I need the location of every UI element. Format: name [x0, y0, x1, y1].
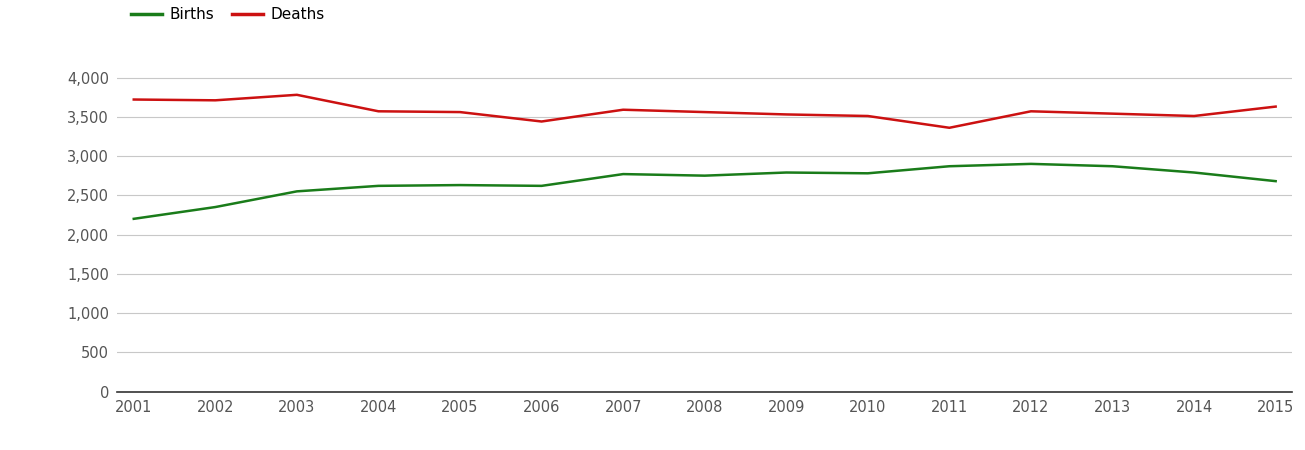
Births [942, 163, 958, 169]
Deaths [1186, 113, 1202, 119]
Deaths [616, 107, 632, 112]
Births [371, 183, 386, 189]
Deaths [127, 97, 142, 102]
Line: Births: Births [134, 164, 1276, 219]
Deaths [207, 98, 223, 103]
Births [697, 173, 713, 178]
Deaths [290, 92, 305, 98]
Births [1105, 163, 1121, 169]
Births [453, 182, 468, 188]
Line: Deaths: Deaths [134, 95, 1276, 128]
Deaths [453, 109, 468, 115]
Births [127, 216, 142, 221]
Deaths [1105, 111, 1121, 117]
Births [1268, 179, 1284, 184]
Deaths [1268, 104, 1284, 109]
Births [290, 189, 305, 194]
Births [1023, 161, 1039, 166]
Births [860, 171, 876, 176]
Births [616, 171, 632, 177]
Deaths [1023, 108, 1039, 114]
Deaths [697, 109, 713, 115]
Births [779, 170, 795, 175]
Deaths [779, 112, 795, 117]
Deaths [371, 108, 386, 114]
Births [534, 183, 549, 189]
Deaths [942, 125, 958, 130]
Births [207, 204, 223, 210]
Deaths [860, 113, 876, 119]
Legend: Births, Deaths: Births, Deaths [125, 1, 331, 28]
Births [1186, 170, 1202, 175]
Deaths [534, 119, 549, 124]
